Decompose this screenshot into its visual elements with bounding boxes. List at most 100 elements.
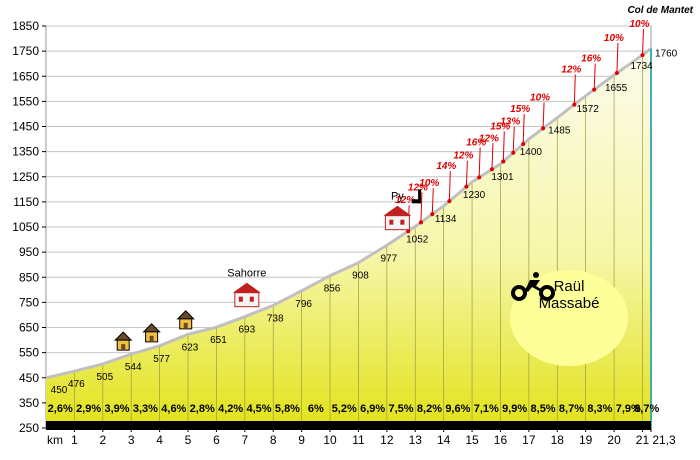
segment-gradient-label: 8,5% bbox=[531, 403, 556, 415]
elevation-label: 796 bbox=[295, 299, 312, 310]
segment-gradient-label: 2,9% bbox=[76, 403, 101, 415]
steep-marker-line bbox=[573, 74, 576, 105]
steep-section-label: 16% bbox=[581, 54, 601, 65]
x-tick-label: 9 bbox=[298, 433, 305, 447]
segment-gradient-label: 5,2% bbox=[332, 403, 357, 415]
chart-title: Col de Mantet bbox=[627, 5, 693, 16]
elevation-label: 1572 bbox=[577, 104, 600, 115]
y-tick-label: 350 bbox=[19, 396, 39, 410]
x-tick-label: 13 bbox=[409, 433, 423, 447]
segment-gradient-label: 7,9% bbox=[616, 403, 641, 415]
steep-section-label: 16% bbox=[466, 137, 486, 148]
elevation-label: 1052 bbox=[406, 234, 429, 245]
elevation-label: 1230 bbox=[463, 190, 486, 201]
town-window bbox=[238, 296, 243, 302]
segment-gradient-label: 3,9% bbox=[104, 403, 129, 415]
y-tick-label: 1250 bbox=[12, 170, 39, 184]
elevation-label: 1134 bbox=[435, 214, 457, 225]
y-tick-label: 1050 bbox=[12, 220, 39, 234]
x-tick-label: 21 bbox=[636, 433, 650, 447]
y-tick-label: 1150 bbox=[13, 195, 39, 209]
town-building bbox=[234, 292, 260, 308]
segment-gradient-label: 4,2% bbox=[218, 403, 243, 415]
x-tick-label: 11 bbox=[352, 433, 365, 447]
steep-marker-line bbox=[431, 188, 434, 215]
segment-gradient-label: 5,8% bbox=[275, 403, 300, 415]
y-tick-label: 1550 bbox=[12, 94, 39, 108]
steep-marker-line bbox=[522, 114, 525, 145]
steep-marker-line bbox=[542, 102, 545, 129]
steep-marker-line bbox=[465, 160, 468, 187]
steep-marker-line bbox=[512, 126, 515, 153]
segment-gradient-label: 7,5% bbox=[389, 403, 414, 415]
x-tick-label: 5 bbox=[185, 433, 192, 447]
steep-section-label: 12% bbox=[408, 182, 428, 193]
house-icon bbox=[176, 310, 195, 330]
steep-marker-line bbox=[616, 42, 619, 74]
y-tick-label: 1750 bbox=[12, 44, 39, 58]
x-tick-label: 16 bbox=[494, 433, 508, 447]
x-tick-label: 3 bbox=[128, 433, 135, 447]
steep-marker-dot bbox=[511, 150, 516, 155]
segment-gradient-label: 4,5% bbox=[246, 403, 271, 415]
icon-layer bbox=[114, 189, 422, 351]
town-roof bbox=[232, 282, 261, 293]
y-tick-label: 750 bbox=[19, 295, 39, 309]
elevation-label: 651 bbox=[210, 335, 227, 346]
y-tick-label: 850 bbox=[19, 270, 39, 284]
segment-gradient-label: 9,9% bbox=[502, 403, 527, 415]
elevation-label: 738 bbox=[267, 313, 284, 324]
steep-marker-line bbox=[448, 171, 451, 202]
segment-gradient-label: 3,3% bbox=[133, 403, 158, 415]
town-window bbox=[389, 219, 394, 225]
steep-section-label: 15% bbox=[510, 104, 530, 115]
steep-marker-dot bbox=[640, 53, 645, 58]
steep-section-label: 13% bbox=[500, 117, 520, 128]
rider-name-line2: Massabé bbox=[538, 295, 600, 312]
elevation-label: 544 bbox=[125, 362, 142, 373]
rider-name-line1: Raül bbox=[553, 278, 585, 295]
y-tick-label: 950 bbox=[19, 245, 39, 259]
elevation-label: 908 bbox=[352, 271, 369, 282]
x-tick-label: km bbox=[47, 433, 63, 447]
house-door bbox=[121, 344, 126, 351]
place-label: Py bbox=[391, 191, 404, 203]
elevation-label: 623 bbox=[182, 342, 199, 353]
town-window bbox=[249, 296, 254, 302]
steep-section-label: 15% bbox=[490, 121, 510, 132]
y-tick-label: 450 bbox=[19, 371, 39, 385]
steep-section-label: 12% bbox=[479, 133, 499, 144]
elevation-label: 577 bbox=[153, 354, 170, 365]
elevation-label: 977 bbox=[381, 253, 398, 264]
segment-gradient-label: 8,2% bbox=[417, 403, 442, 415]
segment-gradient-label: 4,6% bbox=[161, 403, 186, 415]
col-marker-base bbox=[412, 199, 422, 204]
cyclist-icon bbox=[511, 272, 555, 301]
steep-marker-line bbox=[491, 143, 494, 170]
x-tick-label: 8 bbox=[270, 433, 277, 447]
x-tick-label: 21,3 bbox=[652, 433, 676, 447]
x-tick-label: 1 bbox=[71, 433, 78, 447]
steep-marker-dot bbox=[572, 102, 577, 107]
steep-section-label: 12% bbox=[395, 195, 415, 206]
x-tick-label: 17 bbox=[522, 433, 536, 447]
elevation-label: 1655 bbox=[605, 83, 628, 94]
steep-marker-dot bbox=[406, 229, 411, 234]
elevation-label: 856 bbox=[324, 284, 341, 295]
town-building bbox=[384, 215, 410, 231]
segment-gradient-label: 7,1% bbox=[474, 403, 499, 415]
x-tick-label: 14 bbox=[437, 433, 451, 447]
steep-marker-dot bbox=[418, 220, 423, 225]
label-layer: 2,6% 2,9% 3,9% 3,3% 4,6% 2,8% 4,2% 4,5% 5,8% 6% 5,… bbox=[48, 19, 678, 415]
steep-marker-dot bbox=[521, 142, 526, 147]
segment-gradient-label: 2,6% bbox=[48, 403, 73, 415]
elevation-label: 1400 bbox=[520, 147, 543, 158]
house-icon bbox=[114, 331, 133, 351]
steep-marker-line bbox=[420, 192, 423, 223]
profile-area-layer bbox=[45, 47, 652, 430]
elevation-label: 1485 bbox=[548, 126, 571, 137]
steep-marker-dot bbox=[541, 126, 546, 131]
x-tick-label: 6 bbox=[213, 433, 220, 447]
elevation-label: 693 bbox=[238, 325, 255, 336]
